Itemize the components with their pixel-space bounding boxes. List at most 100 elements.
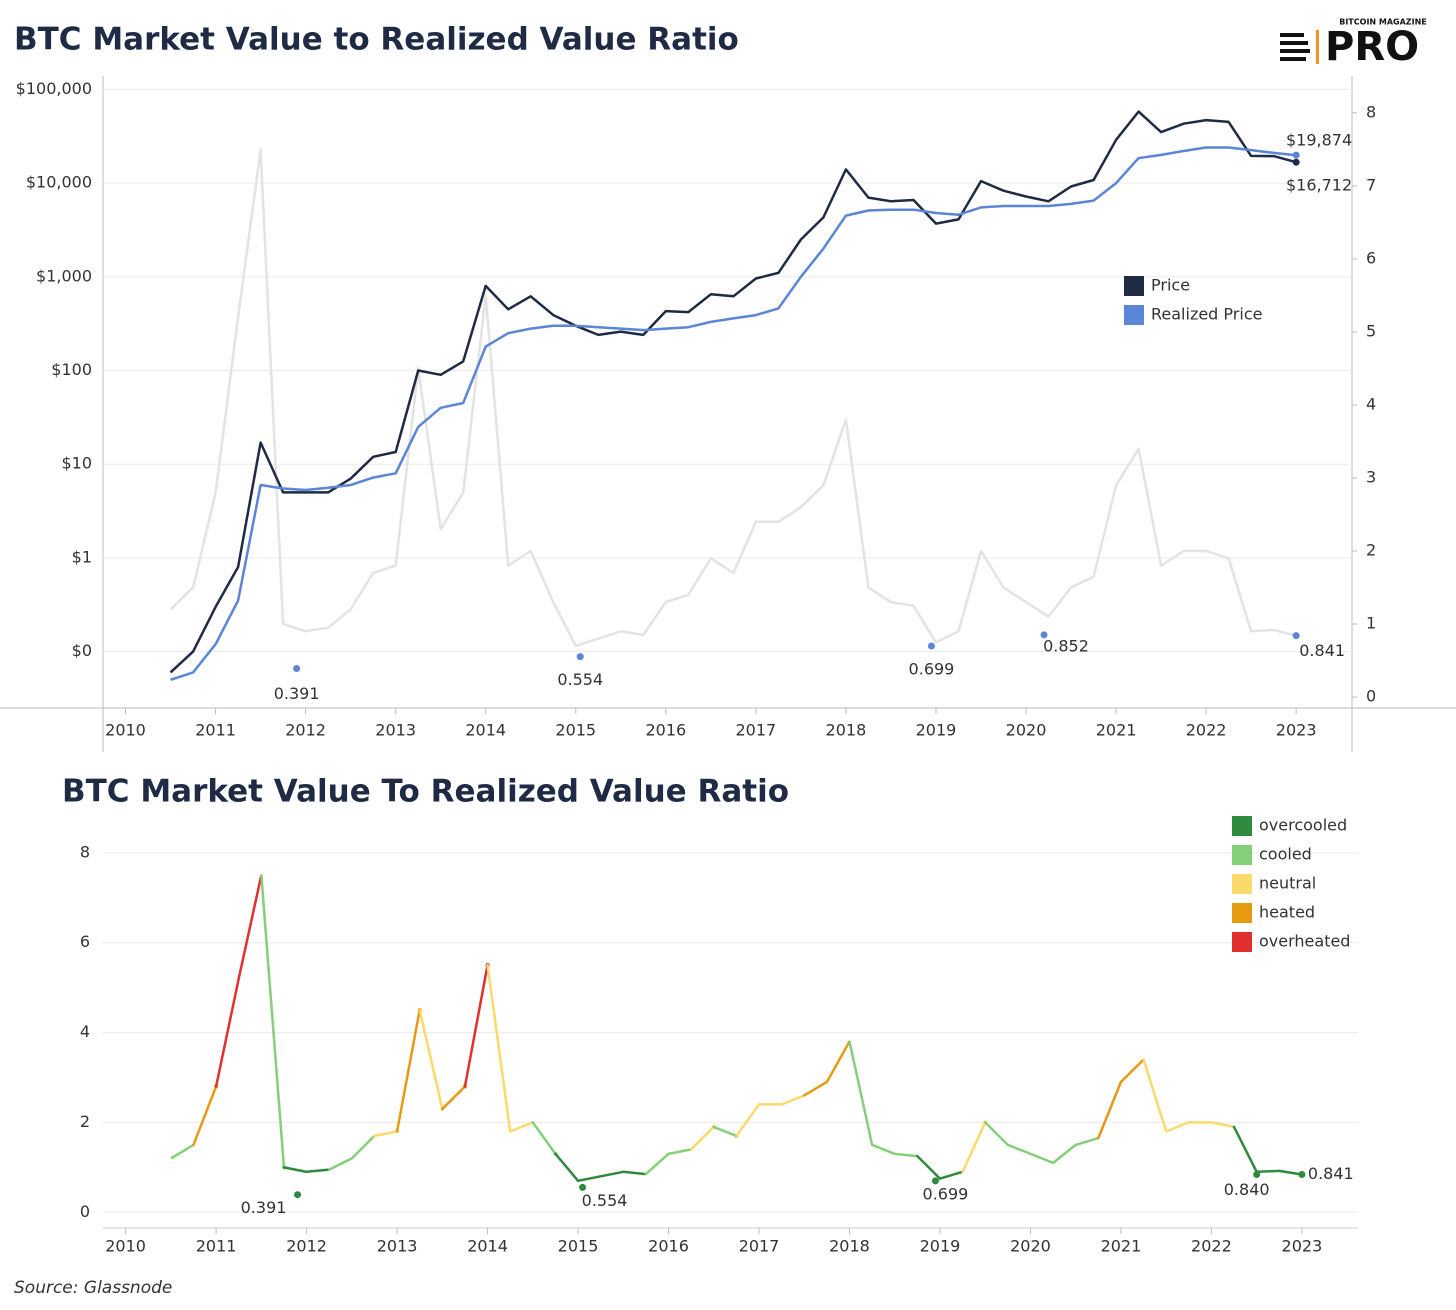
- annotation-point: [1292, 158, 1300, 166]
- series-line: [825, 1040, 851, 1083]
- legend-swatch: [1232, 932, 1252, 952]
- legend-swatch: [1124, 276, 1144, 296]
- series-connector: [644, 1152, 670, 1176]
- series-connector: [916, 1154, 942, 1180]
- legend-swatch: [1232, 816, 1252, 836]
- annotation-label: 0.699: [923, 1184, 969, 1203]
- x-tick-label: 2014: [467, 1237, 508, 1256]
- legend-label: overheated: [1259, 932, 1350, 951]
- x-tick-label: 2010: [105, 721, 146, 740]
- annotation-label: 0.391: [274, 684, 320, 703]
- y-tick-label: 8: [80, 842, 90, 861]
- annotation-point: [1292, 151, 1300, 159]
- annotation-point: [927, 642, 935, 650]
- y2-tick-label: 1: [1366, 614, 1376, 633]
- series-line: [1256, 1169, 1303, 1176]
- y2-tick-label: 3: [1366, 467, 1376, 486]
- logo-stripe: [1280, 49, 1310, 53]
- y-tick-label: $10: [61, 454, 92, 473]
- series-line: [939, 1170, 963, 1180]
- series-connector: [373, 1130, 399, 1138]
- annotation-point: [1253, 1171, 1261, 1179]
- logo-big: PRO: [1325, 24, 1419, 70]
- series-line: [577, 1170, 647, 1183]
- page-title: BTC Market Value to Realized Value Ratio: [14, 22, 739, 58]
- annotation-label: 0.852: [1043, 636, 1089, 655]
- annotation-label: 0.841: [1308, 1164, 1354, 1183]
- series-connector: [1097, 1080, 1123, 1140]
- series-line: [170, 1143, 195, 1160]
- y-tick-label: $1: [72, 547, 92, 566]
- annotation-point: [1298, 1170, 1306, 1178]
- x-tick-label: 2013: [375, 721, 416, 740]
- series-connector: [848, 1040, 874, 1147]
- x-tick-label: 2021: [1096, 721, 1137, 740]
- series-connector: [418, 1008, 444, 1111]
- series-connector: [214, 977, 240, 1088]
- series-line: [350, 1135, 376, 1160]
- legend-label: Price: [1151, 276, 1190, 295]
- series-line: [306, 1168, 330, 1174]
- series-connector: [192, 1085, 218, 1147]
- legend-label: overcooled: [1259, 816, 1347, 835]
- x-tick-label: 2023: [1276, 721, 1317, 740]
- logo-stripe: [1280, 57, 1306, 61]
- series-line: [1165, 1121, 1235, 1133]
- x-tick-label: 2018: [826, 721, 867, 740]
- series-connector: [486, 963, 512, 1133]
- x-tick-label: 2016: [648, 1237, 689, 1256]
- y-tick-label: $1,000: [36, 266, 92, 285]
- x-tick-label: 2012: [286, 1237, 327, 1256]
- annotation-label: 0.554: [582, 1191, 628, 1210]
- x-tick-label: 2019: [916, 721, 957, 740]
- y-tick-label: $10,000: [26, 173, 92, 192]
- annotation-label: 0.391: [241, 1198, 287, 1217]
- series-connector: [1142, 1058, 1168, 1133]
- series-connector: [463, 963, 489, 1088]
- x-tick-label: 2015: [555, 721, 596, 740]
- x-tick-label: 2013: [377, 1237, 418, 1256]
- x-tick-label: 2022: [1186, 721, 1227, 740]
- y-tick-label: $100: [51, 360, 92, 379]
- series-connector: [260, 874, 286, 1169]
- annotation-point: [931, 1177, 939, 1185]
- x-tick-label: 2017: [739, 1237, 780, 1256]
- x-tick-label: 2021: [1101, 1237, 1142, 1256]
- x-tick-label: 2016: [645, 721, 686, 740]
- series-connector: [802, 1080, 829, 1097]
- source: Source: Glassnode: [14, 1278, 172, 1298]
- annotation-label: 0.554: [557, 670, 603, 689]
- x-tick-label: 2014: [465, 721, 506, 740]
- y-tick-label: $100,000: [16, 79, 92, 98]
- x-tick-label: 2015: [558, 1237, 599, 1256]
- legend-swatch: [1232, 845, 1252, 865]
- legend-label: cooled: [1259, 845, 1312, 864]
- series-connector: [395, 1008, 421, 1133]
- annotation-point: [576, 653, 584, 661]
- series-line: [169, 148, 1297, 648]
- annotation-point: [1040, 631, 1048, 639]
- legend-label: neutral: [1259, 874, 1316, 893]
- series-connector: [441, 1085, 467, 1111]
- series-connector: [689, 1125, 716, 1151]
- y2-tick-label: 6: [1366, 248, 1376, 267]
- x-tick-label: 2018: [829, 1237, 870, 1256]
- y-tick-label: 2: [80, 1112, 90, 1131]
- annotation-label: $16,712: [1286, 176, 1352, 195]
- series-line: [1120, 1058, 1145, 1083]
- legend-label: Realized Price: [1151, 305, 1262, 324]
- x-tick-label: 2010: [105, 1237, 146, 1256]
- logo-stripe: [1280, 33, 1304, 37]
- x-tick-label: 2022: [1191, 1237, 1232, 1256]
- x-tick-label: 2020: [1006, 721, 1047, 740]
- series-line: [237, 875, 263, 979]
- logo: BITCOIN MAGAZINE PRO: [1280, 18, 1427, 70]
- series-connector: [282, 1166, 308, 1174]
- annotation-label: $19,874: [1286, 131, 1352, 150]
- annotation-label: 0.841: [1299, 641, 1345, 660]
- x-tick-label: 2012: [285, 721, 326, 740]
- series-line: [668, 1148, 692, 1156]
- legend-label: heated: [1259, 903, 1315, 922]
- y-tick-label: 0: [80, 1202, 90, 1221]
- annotation-point: [1292, 632, 1300, 640]
